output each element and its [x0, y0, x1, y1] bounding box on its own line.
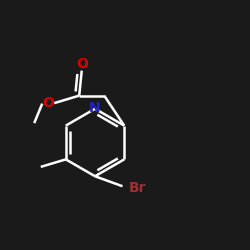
Text: N: N [89, 100, 101, 114]
Text: O: O [42, 96, 54, 110]
Text: Br: Br [129, 180, 146, 194]
Text: O: O [76, 58, 88, 71]
